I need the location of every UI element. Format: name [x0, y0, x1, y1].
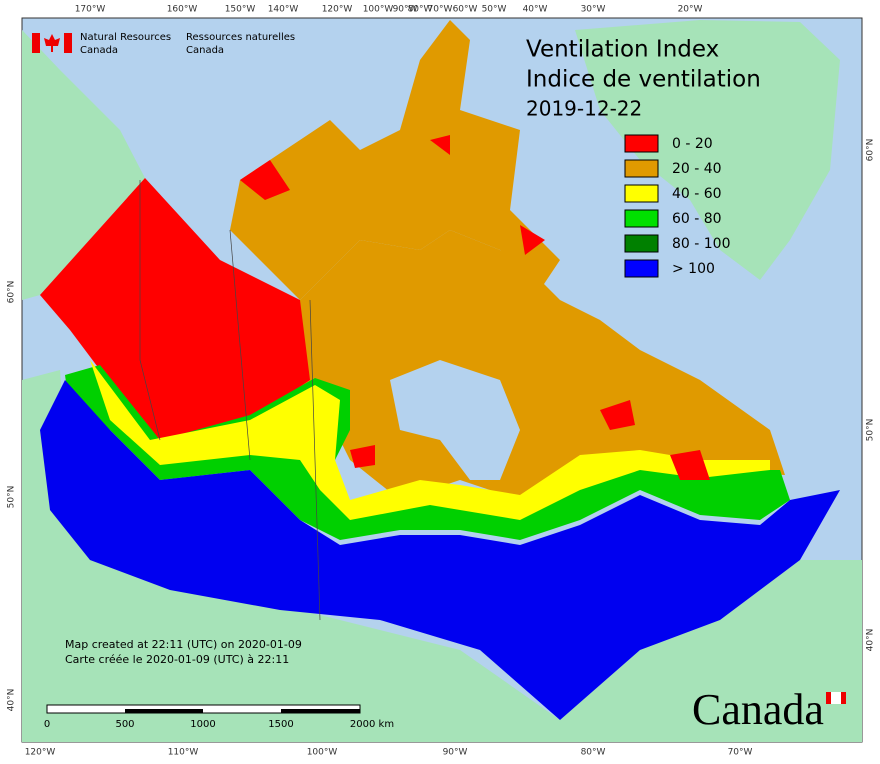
longitude-label: 160°W: [167, 5, 198, 15]
wordmark-flag: [826, 692, 831, 704]
border-line: [229, 229, 251, 461]
longitude-label: 80°W: [408, 5, 433, 15]
longitude-label: 50°W: [482, 5, 507, 15]
legend-label: 0 - 20: [672, 136, 713, 152]
longitude-label: 90°W: [443, 748, 468, 758]
scale-label: 1000: [190, 719, 215, 730]
latitude-label: 40°N: [866, 629, 876, 652]
scale-bar-segment: [281, 709, 360, 713]
longitude-label: 80°W: [581, 748, 606, 758]
longitude-label: 170°W: [75, 5, 106, 15]
wordmark-flag: [841, 692, 846, 704]
legend-label: 80 - 100: [672, 236, 731, 252]
longitude-label: 70°W: [428, 5, 453, 15]
note: Map created at 22:11 (UTC) on 2020-01-09: [65, 638, 302, 651]
latitude-label: 50°N: [7, 486, 17, 509]
longitude-label: 110°W: [168, 748, 199, 758]
scale-label: 500: [115, 719, 134, 730]
title: Indice de ventilation: [526, 67, 761, 93]
longitude-label: 90°W: [393, 5, 418, 15]
legend-swatch: [624, 209, 659, 228]
flag-bar: [32, 33, 40, 53]
agency-fr: Canada: [186, 45, 224, 56]
legend-swatch: [624, 134, 659, 153]
legend-swatch: [624, 159, 659, 178]
alaska-land: [22, 30, 145, 300]
longitude-label: 100°W: [363, 5, 394, 15]
legend-swatch: [624, 234, 659, 253]
scale-label: 0: [44, 719, 50, 730]
longitude-label: 40°W: [523, 5, 548, 15]
longitude-label: 140°W: [268, 5, 299, 15]
maple-leaf: [44, 34, 60, 52]
longitude-label: 30°W: [581, 5, 606, 15]
legend-swatch: [624, 259, 659, 278]
longitude-label: 120°W: [25, 748, 56, 758]
longitude-label: 120°W: [322, 5, 353, 15]
legend-label: 60 - 80: [672, 211, 722, 227]
greenland: [575, 20, 840, 280]
longitude-label: 100°W: [307, 748, 338, 758]
latitude-label: 60°N: [7, 281, 17, 304]
note: Carte créée le 2020-01-09 (UTC) à 22:11: [65, 653, 289, 666]
agency-fr: Ressources naturelles: [186, 32, 295, 43]
agency-en: Canada: [80, 45, 118, 56]
border-line: [309, 299, 321, 621]
wordmark: Canada: [692, 685, 824, 734]
scale-label: 1500: [268, 719, 293, 730]
title: Ventilation Index: [526, 37, 719, 63]
longitude-label: 60°W: [453, 5, 478, 15]
longitude-label: 150°W: [225, 5, 256, 15]
border-line: [139, 180, 161, 441]
latitude-label: 50°N: [866, 419, 876, 442]
longitude-label: 20°W: [678, 5, 703, 15]
scale-label: 2000 km: [350, 719, 394, 730]
region-green: [65, 365, 790, 540]
legend-swatch: [624, 184, 659, 203]
latitude-label: 40°N: [7, 689, 17, 712]
hudson-bay: [390, 360, 520, 480]
legend-label: 40 - 60: [672, 186, 722, 202]
borders: [139, 180, 321, 621]
usa-land: [22, 370, 862, 742]
latitude-label: 60°N: [866, 139, 876, 162]
longitude-label: 70°W: [728, 748, 753, 758]
region-blue: [40, 380, 840, 720]
legend-label: 20 - 40: [672, 161, 722, 177]
region-red: [40, 178, 310, 450]
legend-label: > 100: [672, 261, 715, 277]
arctic-islands: [230, 20, 560, 300]
agency-en: Natural Resources: [80, 32, 171, 43]
flag-bar: [64, 33, 72, 53]
scale-bar-segment: [125, 709, 203, 713]
date: 2019-12-22: [526, 97, 642, 121]
region-yellow: [90, 360, 770, 520]
